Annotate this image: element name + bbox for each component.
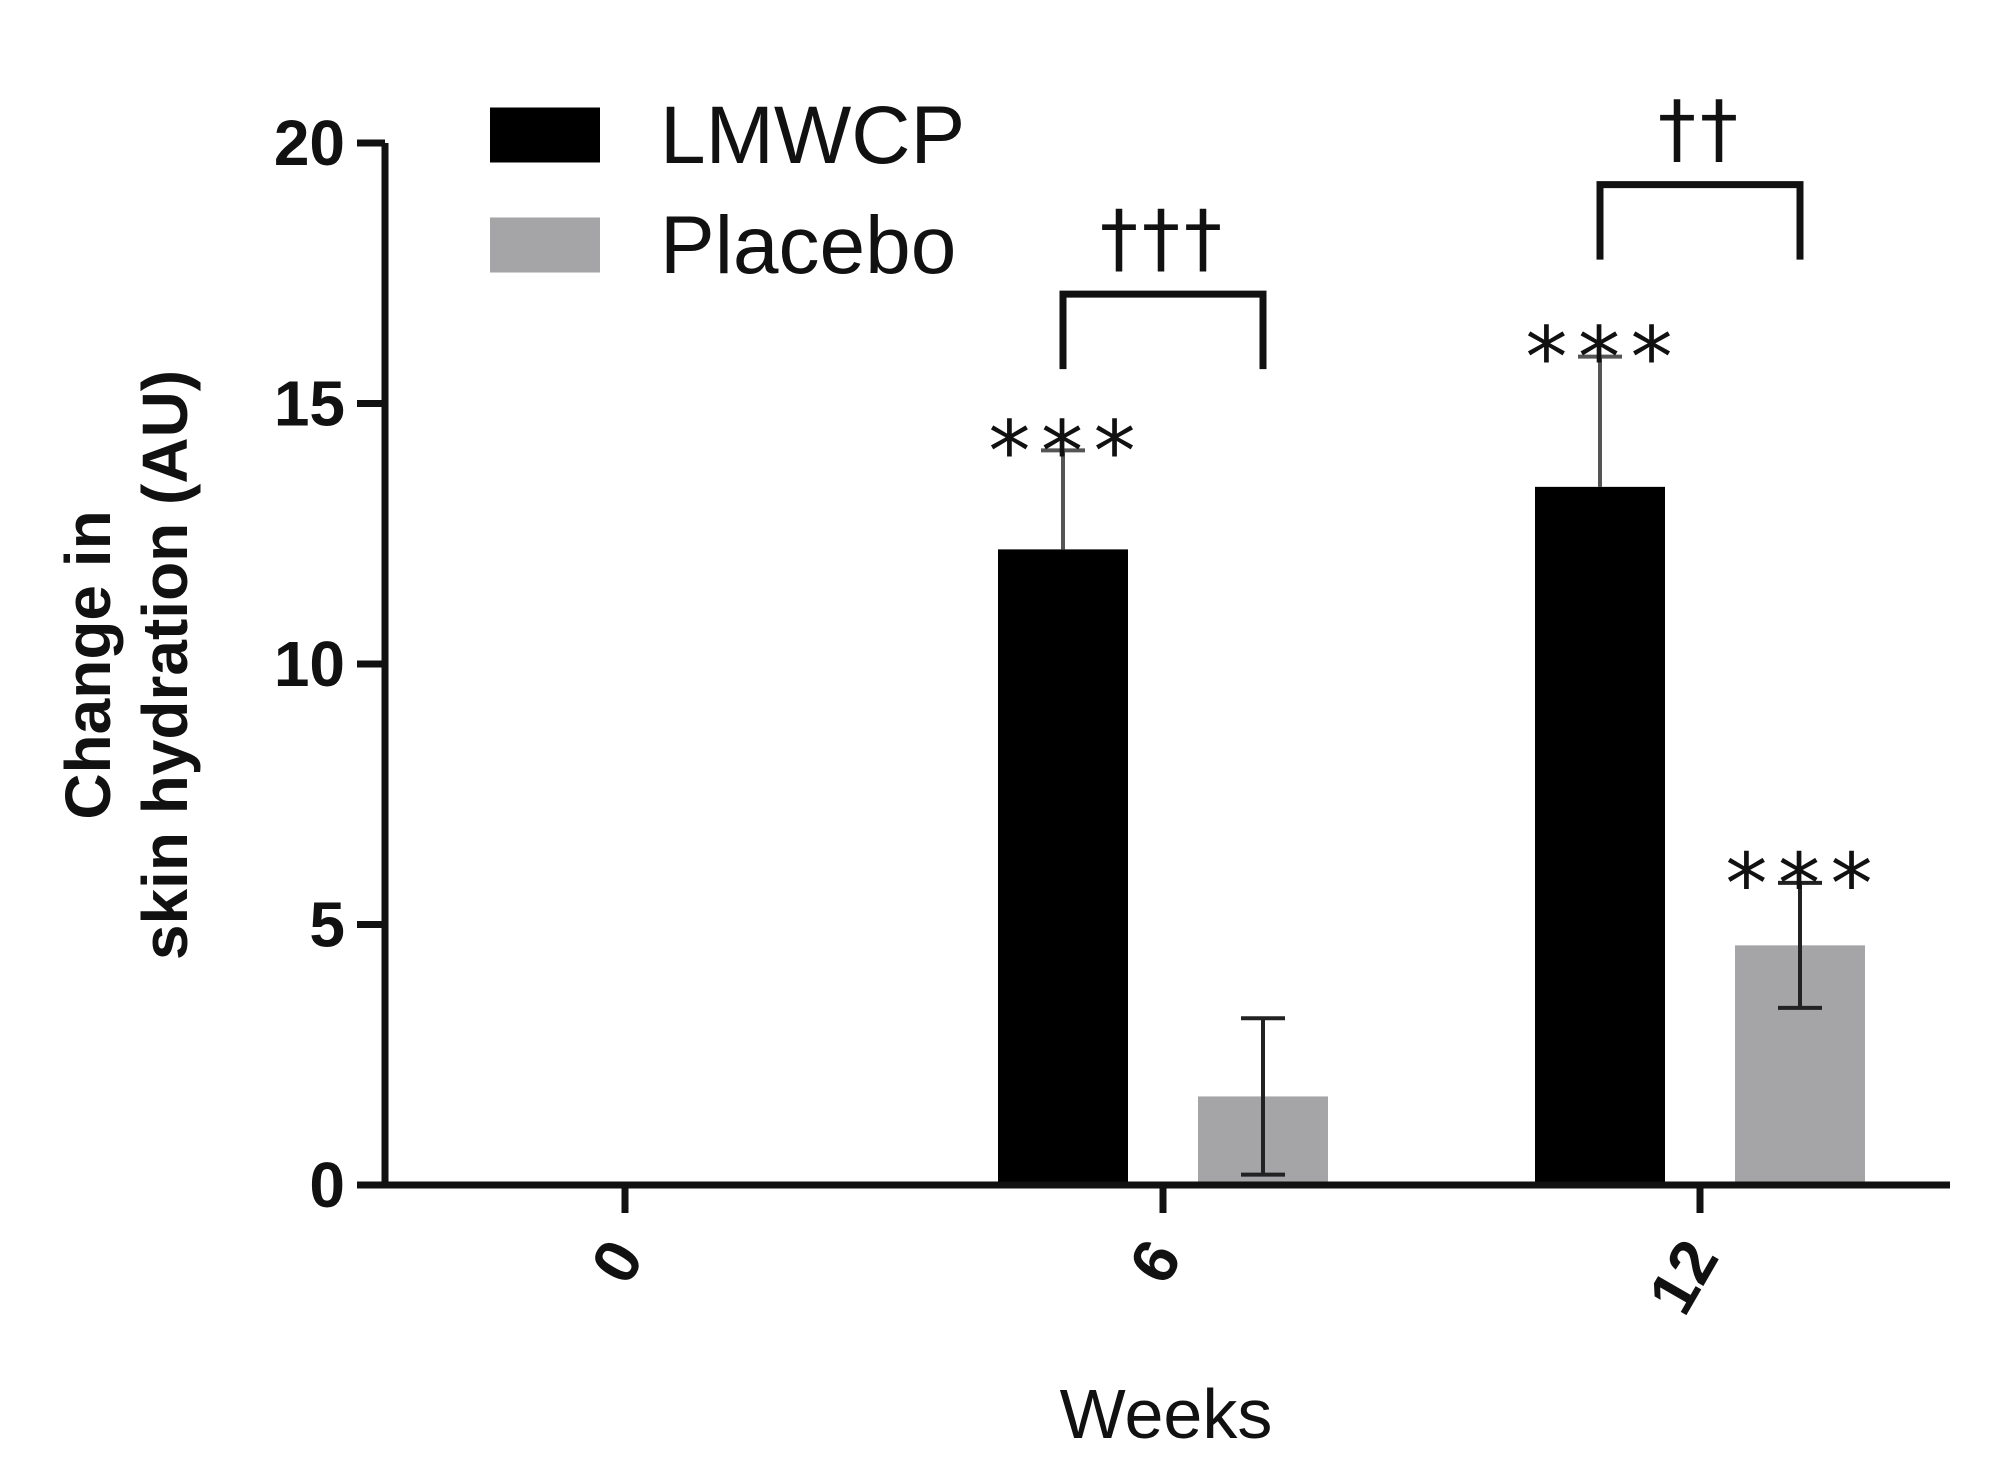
y-tick-label-0: 0	[309, 1149, 345, 1221]
comparison-bracket-week-6	[1059, 290, 1267, 370]
y-tick-label-20: 20	[274, 107, 345, 179]
y-axis-title-line-2: skin hydration (AU)	[129, 370, 201, 960]
bar-lmwcp-week-12	[1535, 486, 1665, 1185]
comparison-bracket-week-12	[1596, 181, 1804, 260]
legend-swatch-lmwcp	[490, 107, 600, 163]
significance-stars-lmwcp-week-6: ***	[984, 402, 1142, 500]
bar-lmwcp-week-6	[998, 549, 1128, 1185]
x-axis-title: Weeks	[1060, 1375, 1273, 1453]
y-axis-title-line-1: Change in	[52, 510, 124, 819]
y-tick-label-15: 15	[274, 368, 345, 440]
legend-label-lmwcp: LMWCP	[660, 90, 965, 181]
x-tick-label-12: 12	[1634, 1228, 1732, 1326]
comparison-daggers-week-12: ††	[1658, 84, 1742, 173]
significance-stars-placebo-week-12: ***	[1721, 835, 1879, 933]
y-tick-label-5: 5	[309, 889, 345, 961]
x-tick-label-6: 6	[1115, 1228, 1195, 1295]
y-axis-title: Change in skin hydration (AU)	[52, 370, 201, 960]
legend-label-placebo: Placebo	[660, 200, 956, 291]
significance-stars-lmwcp-week-12: ***	[1521, 309, 1679, 407]
y-tick-label-10: 10	[274, 628, 345, 700]
legend-swatch-placebo	[490, 217, 600, 273]
x-tick-label-0: 0	[577, 1228, 657, 1295]
comparison-daggers-week-6: †††	[1100, 193, 1226, 282]
